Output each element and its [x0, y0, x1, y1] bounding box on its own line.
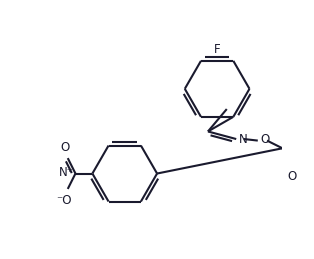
Text: F: F: [214, 43, 220, 56]
Text: O: O: [61, 141, 70, 154]
Text: N⁺: N⁺: [59, 166, 74, 179]
Text: O: O: [288, 170, 297, 183]
Text: O: O: [260, 133, 269, 146]
Text: ⁻O: ⁻O: [56, 193, 72, 206]
Text: N: N: [239, 133, 248, 146]
